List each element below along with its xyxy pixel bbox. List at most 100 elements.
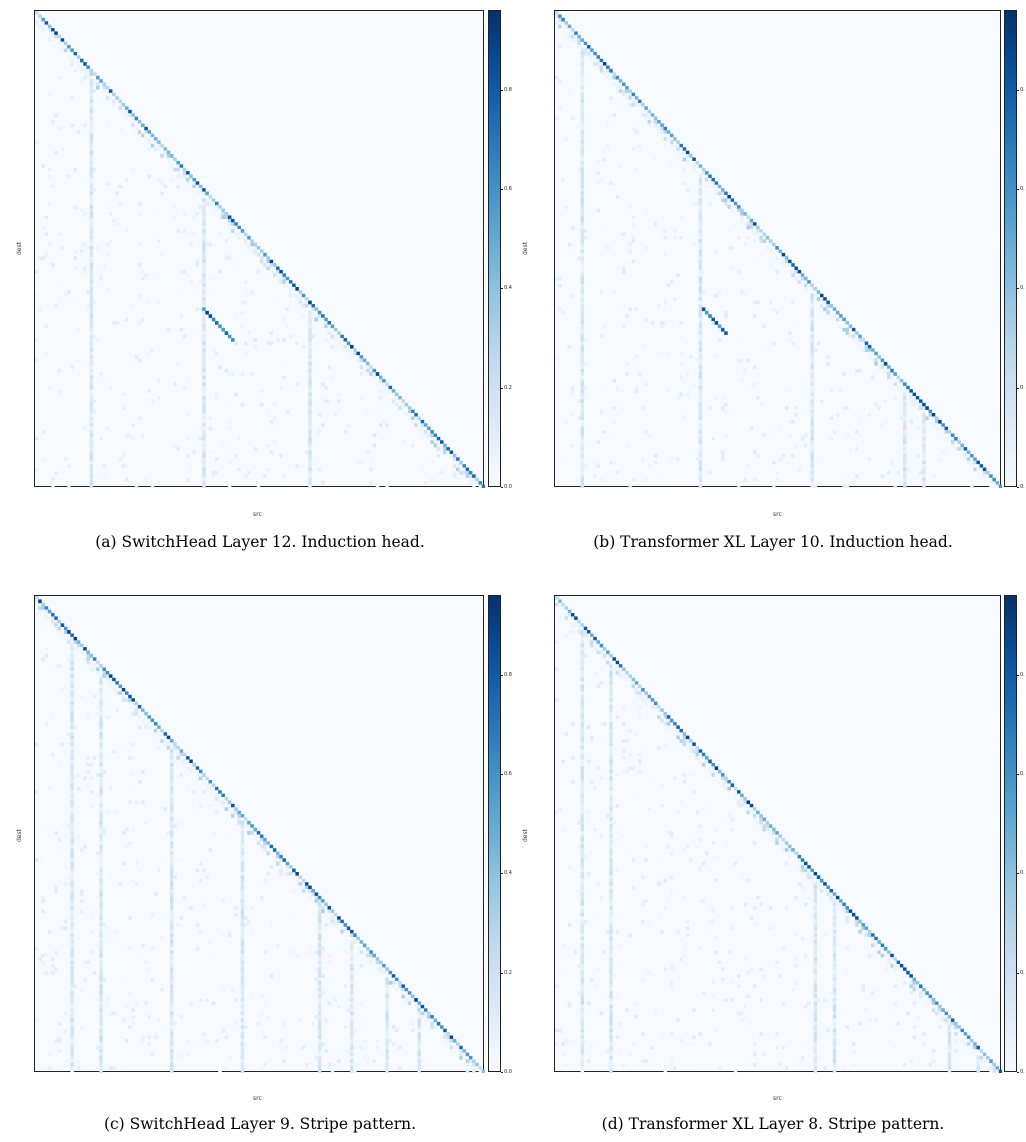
heatmap-cell — [842, 1066, 846, 1070]
heatmap-cell — [89, 147, 94, 151]
heatmap-cell — [788, 259, 792, 264]
heatmap-cell — [385, 1059, 389, 1064]
heatmap-cell — [57, 126, 62, 131]
heatmap-cell — [622, 834, 626, 839]
heatmap-cell — [131, 120, 135, 124]
heatmap-cell — [765, 837, 770, 842]
heatmap-cell — [427, 430, 431, 434]
heatmap-cell — [73, 984, 78, 989]
heatmap-cell — [839, 902, 843, 907]
heatmap-cell — [153, 1028, 158, 1033]
heatmap-cell — [788, 419, 792, 424]
heatmap-cell — [80, 65, 84, 70]
heatmap-cell — [606, 653, 610, 658]
heatmap-cell — [717, 184, 722, 189]
heatmap-cell — [260, 895, 264, 900]
heatmap-cell — [462, 1049, 467, 1053]
heatmap-cell — [41, 256, 45, 261]
heatmap-cell — [644, 208, 648, 213]
heatmap-cell — [813, 1032, 818, 1036]
heatmap-cell — [99, 273, 103, 278]
heatmap-cell — [317, 1038, 322, 1043]
heatmap-cell — [288, 875, 293, 880]
heatmap-cell — [243, 286, 248, 291]
heatmap-cell — [253, 447, 258, 451]
heatmap-cell — [89, 259, 94, 264]
heatmap-cell — [740, 378, 744, 383]
heatmap-cell — [947, 1055, 952, 1060]
heatmap-cell — [108, 385, 113, 390]
heatmap-cell — [612, 75, 616, 80]
heatmap-cell — [73, 205, 78, 209]
heatmap-cell — [301, 889, 306, 893]
heatmap-cell — [602, 430, 607, 434]
heatmap-cell — [44, 215, 49, 220]
heatmap-cell — [890, 963, 894, 968]
heatmap-cell — [947, 1049, 952, 1053]
heatmap-cell — [711, 321, 715, 325]
heatmap-cell — [682, 154, 687, 158]
heatmap-cell — [468, 1059, 473, 1064]
heatmap-cell — [456, 457, 460, 462]
heatmap-cell — [186, 177, 190, 182]
heatmap-cell — [839, 1011, 843, 1016]
heatmap-cell — [580, 769, 585, 774]
heatmap-cell — [561, 24, 565, 29]
heatmap-cell — [83, 426, 87, 431]
heatmap-cell — [775, 256, 779, 261]
heatmap-cell — [279, 273, 283, 278]
heatmap-cell — [733, 797, 738, 801]
heatmap-cell — [324, 1018, 328, 1023]
heatmap-cell — [609, 722, 613, 726]
heatmap-cell — [198, 184, 203, 189]
heatmap-cell — [567, 85, 572, 90]
heatmap-cell — [73, 51, 78, 56]
heatmap-cell — [170, 786, 174, 791]
heatmap-cell — [602, 722, 607, 726]
heatmap-cell — [580, 766, 585, 771]
heatmap-cell — [70, 677, 74, 682]
heatmap-cell — [369, 467, 373, 472]
heatmap-cell — [385, 984, 389, 989]
heatmap-cell — [350, 981, 354, 985]
heatmap-cell — [816, 341, 821, 346]
heatmap-cell — [260, 256, 264, 261]
heatmap-cell — [57, 626, 62, 631]
heatmap-cell — [851, 334, 856, 339]
heatmap-cell — [198, 773, 203, 777]
heatmap-cell — [903, 396, 907, 400]
heatmap-cell — [395, 396, 399, 400]
heatmap-cell — [70, 906, 74, 910]
heatmap-cell — [243, 280, 248, 284]
heatmap-cell — [612, 113, 616, 117]
heatmap-cell — [70, 974, 74, 978]
heatmap-cell — [359, 358, 364, 363]
heatmap-cell — [240, 940, 245, 944]
heatmap-cell — [714, 950, 719, 955]
heatmap-cell — [845, 916, 850, 920]
heatmap-cell — [108, 677, 113, 682]
heatmap-cell — [736, 358, 741, 363]
heatmap-cell — [580, 715, 585, 719]
heatmap-cell — [705, 310, 709, 315]
heatmap-cell — [433, 433, 438, 438]
heatmap-cell — [810, 453, 814, 458]
heatmap-cell — [150, 143, 155, 148]
heatmap-cell — [871, 940, 875, 944]
heatmap-cell — [333, 912, 338, 917]
heatmap-cell — [765, 820, 770, 825]
heatmap-cell — [807, 895, 811, 900]
heatmap-cell — [272, 269, 277, 274]
heatmap-cell — [832, 960, 837, 965]
heatmap-cell — [317, 994, 322, 999]
heatmap-cell — [350, 1015, 354, 1019]
heatmap-cell — [724, 191, 728, 196]
heatmap-cell — [979, 1055, 984, 1060]
heatmap-cell — [144, 137, 148, 141]
heatmap-cell — [446, 1032, 450, 1036]
heatmap-cell — [240, 1001, 245, 1006]
heatmap-cell — [372, 372, 377, 376]
heatmap-cell — [350, 1052, 354, 1057]
heatmap-cell — [202, 256, 206, 261]
heatmap-cell — [580, 636, 585, 641]
